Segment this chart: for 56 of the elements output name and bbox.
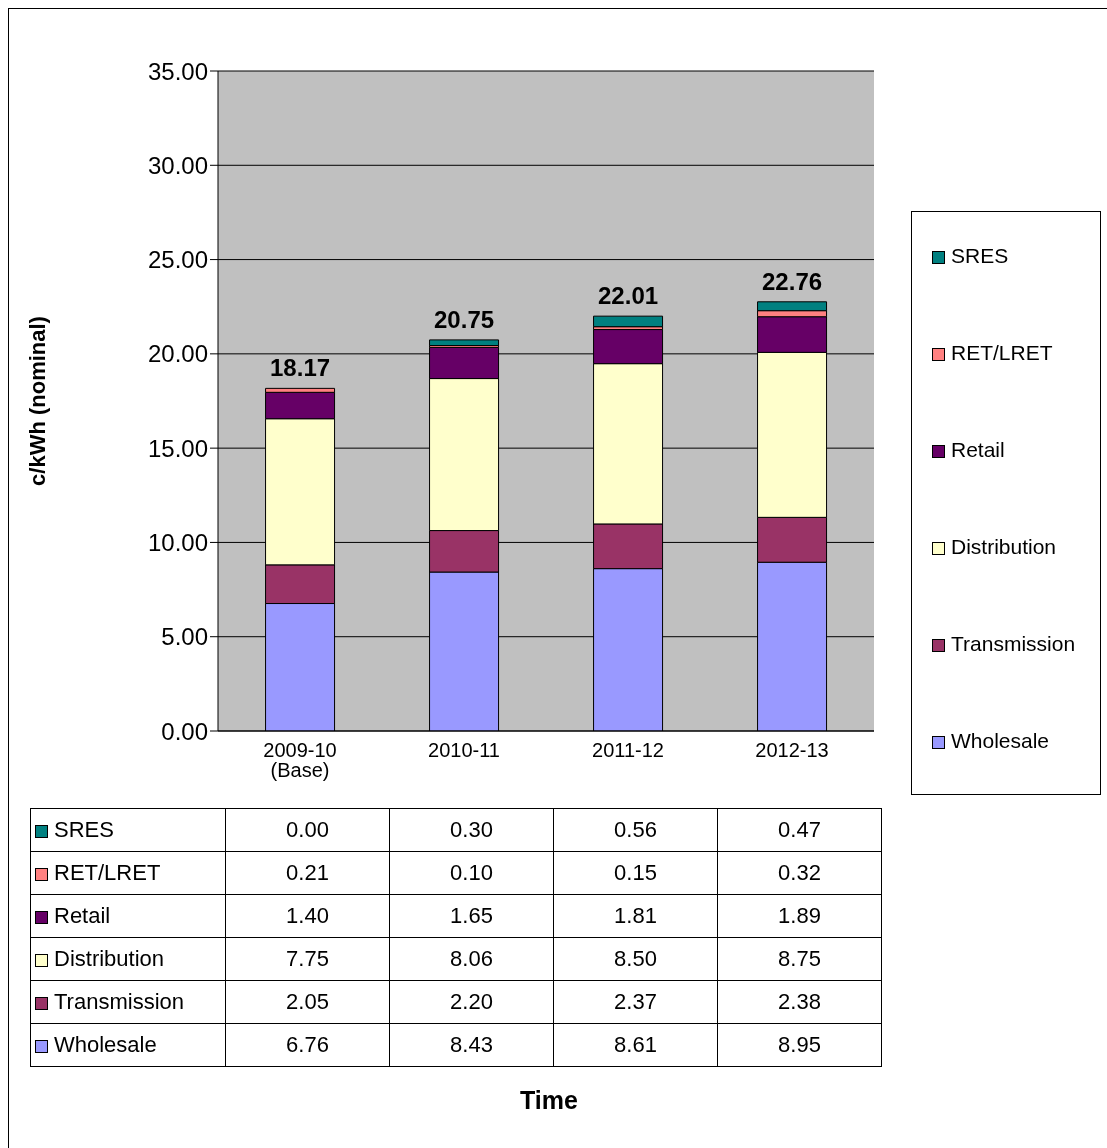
legend-label: Retail xyxy=(950,438,1005,462)
y-tick-label: 10.00 xyxy=(147,528,208,556)
x-tick-label: 2010-11 xyxy=(428,739,500,762)
data-label: 2.05 xyxy=(225,980,390,1024)
bar xyxy=(593,315,664,328)
data-label: 0.15 xyxy=(553,851,718,895)
x-tick-label: 2011-12 xyxy=(592,739,664,762)
legend-label: SRES xyxy=(950,244,1009,268)
legend-label: Wholesale xyxy=(950,729,1050,753)
y-tick-label: 35.00 xyxy=(147,57,208,85)
y-tick-label: 5.00 xyxy=(161,623,208,651)
data-label: 1.81 xyxy=(553,894,718,938)
data-label: 1.65 xyxy=(389,894,554,938)
y-tick-label: 20.00 xyxy=(147,340,208,368)
text: Retail xyxy=(54,903,111,928)
legend-label: Distribution xyxy=(950,535,1057,559)
data-label: 8.75 xyxy=(717,937,882,981)
data-label: 6.76 xyxy=(225,1023,390,1067)
data-label: 2.20 xyxy=(389,980,554,1024)
data-label: 0.32 xyxy=(717,851,882,895)
y-tick-label: 25.00 xyxy=(147,246,208,274)
data-label: 8.06 xyxy=(389,937,554,981)
text: RET/LRET xyxy=(54,860,161,885)
data-label: 8.43 xyxy=(389,1023,554,1067)
data-label: 0.56 xyxy=(553,808,718,852)
total-label: 22.01 xyxy=(598,282,659,310)
total-label: 20.75 xyxy=(434,305,495,333)
y-tick-label: 30.00 xyxy=(147,151,208,179)
data-label: 1.89 xyxy=(717,894,882,938)
data-label: 0.21 xyxy=(225,851,390,895)
text: SRES xyxy=(54,817,114,842)
data-label: 2.37 xyxy=(553,980,718,1024)
legend-label: RET/LRET xyxy=(950,341,1053,365)
data-label: 8.50 xyxy=(553,937,718,981)
y-tick-label: 0.00 xyxy=(161,717,208,745)
data-label: 0.47 xyxy=(717,808,882,852)
y-tick-label: 15.00 xyxy=(147,434,208,462)
data-label: 2.38 xyxy=(717,980,882,1024)
y-axis-title: c/kWh (nominal) xyxy=(25,316,50,486)
total-label: 22.76 xyxy=(762,267,823,295)
data-label: 0.10 xyxy=(389,851,554,895)
data-label: 8.95 xyxy=(717,1023,882,1067)
x-tick-label: 2012-13 xyxy=(755,739,829,762)
data-label: 0.30 xyxy=(389,808,554,852)
data-label: 8.61 xyxy=(553,1023,718,1067)
text: Wholesale xyxy=(54,1032,157,1057)
legend-label: Transmission xyxy=(950,632,1076,656)
data-label: 0.00 xyxy=(225,808,390,852)
total-label: 18.17 xyxy=(270,354,331,382)
text: Time xyxy=(519,1086,579,1115)
data-label: 7.75 xyxy=(225,937,390,981)
text: Distribution xyxy=(54,946,165,971)
text: Transmission xyxy=(54,989,184,1014)
bar xyxy=(429,339,500,347)
x-tick-label: 2009-10 (Base) xyxy=(263,739,337,782)
data-label: 1.40 xyxy=(225,894,390,938)
